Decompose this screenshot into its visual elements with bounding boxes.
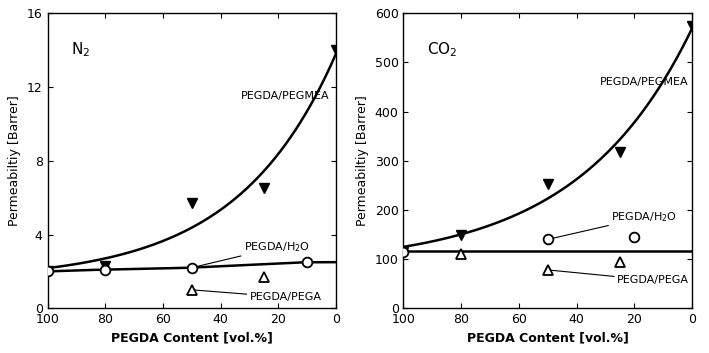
Y-axis label: Permeabiltiy [Barrer]: Permeabiltiy [Barrer]	[9, 95, 21, 226]
X-axis label: PEGDA Content [vol.%]: PEGDA Content [vol.%]	[111, 332, 273, 345]
Text: CO$_2$: CO$_2$	[427, 40, 457, 59]
X-axis label: PEGDA Content [vol.%]: PEGDA Content [vol.%]	[467, 332, 629, 345]
Text: PEGDA/PEGMEA: PEGDA/PEGMEA	[241, 91, 330, 101]
Text: PEGDA/H$_2$O: PEGDA/H$_2$O	[191, 240, 310, 268]
Text: PEGDA/PEGMEA: PEGDA/PEGMEA	[600, 77, 688, 87]
Text: PEGDA/PEGA: PEGDA/PEGA	[191, 290, 321, 302]
Text: PEGDA/H$_2$O: PEGDA/H$_2$O	[548, 210, 677, 239]
Text: PEGDA/PEGA: PEGDA/PEGA	[548, 270, 689, 285]
Y-axis label: Permeabiltiy [Barrer]: Permeabiltiy [Barrer]	[356, 95, 369, 226]
Text: N$_2$: N$_2$	[71, 40, 90, 59]
